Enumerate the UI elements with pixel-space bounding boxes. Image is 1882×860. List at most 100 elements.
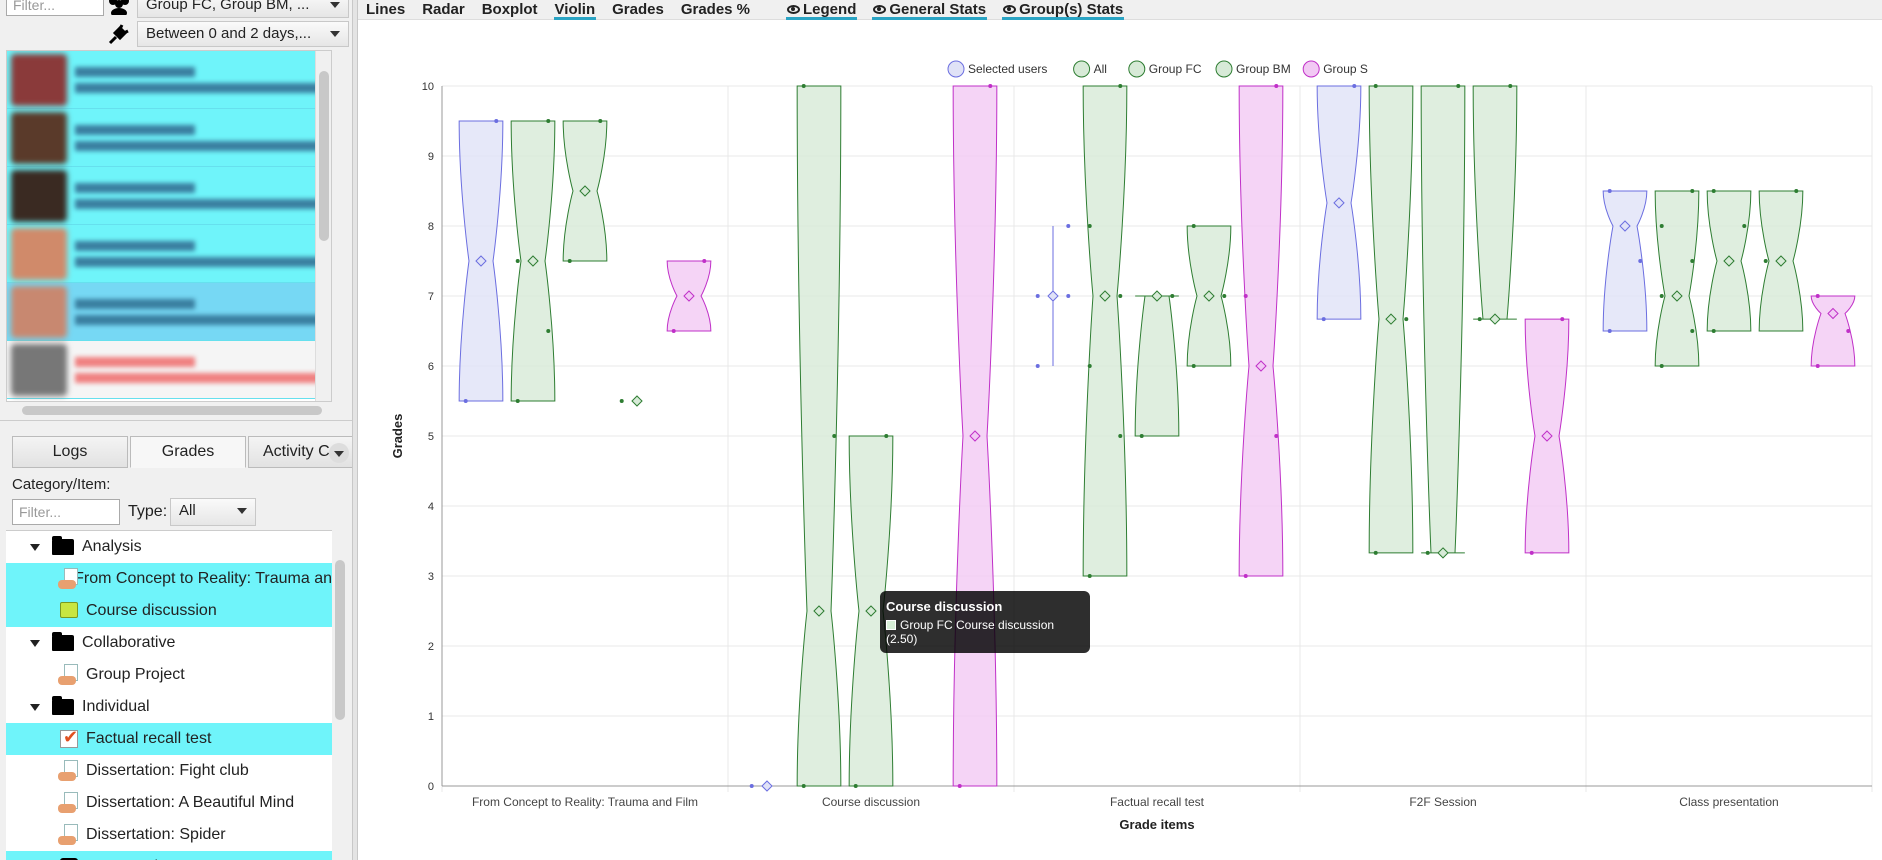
data-point [1066, 294, 1070, 298]
x-tick-label: F2F Session [1409, 795, 1476, 809]
data-point [1118, 294, 1122, 298]
data-point [1118, 434, 1122, 438]
data-point [1560, 317, 1564, 321]
eye-icon [873, 5, 886, 14]
date-range-combo[interactable]: Between 0 and 2 days,... [137, 21, 349, 47]
grade-item-tree[interactable]: Analysis From Concept to Reality: Trauma … [6, 530, 332, 860]
tree-item[interactable]: F2F Session [6, 851, 332, 860]
toggle-group-s-stats[interactable]: Group(s) Stats [1002, 0, 1124, 20]
type-label: Type: [128, 503, 167, 521]
date-range-value: Between 0 and 2 days,... [146, 25, 311, 42]
data-point [1816, 364, 1820, 368]
data-point [1066, 224, 1070, 228]
data-point [802, 84, 806, 88]
legend-label: Group FC [1149, 62, 1202, 76]
groups-combo-value: Group FC, Group BM, ... [146, 0, 309, 13]
chart-type-grades[interactable]: Grades [611, 0, 665, 20]
assignment-icon [58, 568, 68, 590]
data-point [802, 784, 806, 788]
user-row[interactable] [7, 109, 331, 167]
y-tick-label: 10 [422, 81, 434, 93]
tree-item-label: Analysis [82, 538, 142, 556]
data-point [1764, 259, 1768, 263]
tab-activity[interactable]: Activity Co [248, 436, 352, 468]
data-point [1222, 294, 1226, 298]
expand-arrow-icon[interactable] [30, 704, 40, 711]
expand-arrow-icon[interactable] [30, 544, 40, 551]
chart-type-boxplot[interactable]: Boxplot [481, 0, 539, 20]
avatar [11, 228, 67, 280]
forum-icon [58, 600, 80, 622]
tree-item-label: Course discussion [86, 602, 217, 620]
legend-swatch [1129, 61, 1145, 77]
data-point [464, 399, 468, 403]
legend-swatch [1303, 61, 1319, 77]
tree-item[interactable]: Dissertation: A Beautiful Mind [6, 787, 332, 819]
left-tabs: Logs Grades Activity Co [12, 436, 352, 468]
data-point [988, 84, 992, 88]
chart-type-grades[interactable]: Grades % [680, 0, 751, 20]
toggle-general-stats[interactable]: General Stats [872, 0, 987, 20]
user-row[interactable] [7, 225, 331, 283]
category-filter-input[interactable]: Filter... [12, 499, 120, 525]
data-point [1192, 224, 1196, 228]
violin-shape [1421, 86, 1465, 553]
chart-type-radar[interactable]: Radar [421, 0, 466, 20]
user-row[interactable] [7, 167, 331, 225]
tree-item[interactable]: Individual [6, 691, 332, 723]
data-point [1660, 224, 1664, 228]
data-point [494, 119, 498, 123]
tree-item[interactable]: Analysis [6, 531, 332, 563]
user-list-scrollbar[interactable] [315, 51, 331, 401]
x-axis-title: Grade items [1119, 817, 1194, 832]
groups-combo[interactable]: Group FC, Group BM, ... [137, 0, 349, 18]
data-point [516, 259, 520, 263]
tree-item[interactable]: Course discussion [6, 595, 332, 627]
y-tick-label: 4 [428, 501, 434, 513]
tooltip-swatch [886, 620, 896, 630]
data-point [1478, 317, 1482, 321]
tree-scrollbar[interactable] [332, 530, 348, 860]
data-point [1170, 294, 1174, 298]
data-point [1088, 224, 1092, 228]
mean-marker [632, 396, 642, 406]
tree-item-label: Group Project [86, 666, 185, 684]
data-point [1846, 329, 1850, 333]
y-tick-label: 3 [428, 571, 434, 583]
data-point [1244, 294, 1248, 298]
data-point [1140, 434, 1144, 438]
panel-splitter[interactable] [0, 420, 352, 428]
type-select[interactable]: All [170, 498, 256, 526]
assignment-icon [58, 760, 80, 782]
legend-label: Selected users [968, 62, 1047, 76]
category-label: Category/Item: [12, 476, 110, 493]
user-list-hscrollbar[interactable] [6, 402, 346, 418]
expand-arrow-icon[interactable] [30, 640, 40, 647]
y-tick-label: 0 [428, 781, 434, 793]
chart-type-lines[interactable]: Lines [365, 0, 406, 20]
tree-item[interactable]: Dissertation: Fight club [6, 755, 332, 787]
tree-item[interactable]: Group Project [6, 659, 332, 691]
legend-swatch [948, 61, 964, 77]
legend-label: All [1094, 62, 1107, 76]
tab-logs[interactable]: Logs [12, 436, 128, 468]
plug-icon [106, 21, 132, 47]
y-axis-title: Grades [390, 414, 405, 459]
user-filter-input[interactable]: Filter... [6, 0, 104, 16]
violin-chart[interactable]: 0 1 2 3 4 5 6 7 8 9 10 From Concept to Reality: Tra… [358, 21, 1882, 860]
tree-item[interactable]: Dissertation: Spider [6, 819, 332, 851]
data-point [598, 119, 602, 123]
tree-item[interactable]: Factual recall test [6, 723, 332, 755]
user-row[interactable] [7, 341, 331, 399]
user-list[interactable] [6, 50, 332, 402]
tree-item[interactable]: Collaborative [6, 627, 332, 659]
y-tick-label: 9 [428, 151, 434, 163]
avatar [11, 344, 67, 396]
chart-type-violin[interactable]: Violin [554, 0, 597, 20]
tab-grades[interactable]: Grades [130, 436, 246, 468]
tree-item[interactable]: From Concept to Reality: Trauma an [6, 563, 332, 595]
tab-overflow-menu-icon[interactable] [329, 443, 349, 463]
user-row[interactable] [7, 283, 331, 341]
toggle-legend[interactable]: Legend [786, 0, 857, 20]
user-row[interactable] [7, 51, 331, 109]
